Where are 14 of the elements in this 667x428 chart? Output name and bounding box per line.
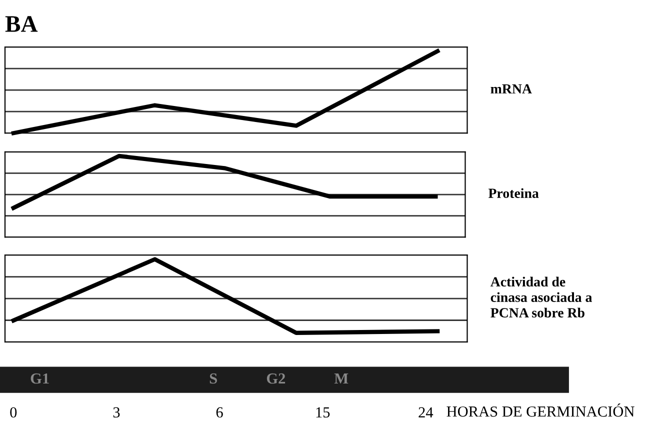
text: HORAS DE GERMINACIÓN (446, 403, 634, 417)
category-label: 0 (10, 407, 17, 418)
category-label: 6 (216, 407, 223, 418)
text: S (210, 373, 217, 384)
y-axis-title: Proteina (488, 188, 539, 198)
category-label: 24 (418, 407, 434, 418)
y-axis-title: Actividad de cinasa asociada a PCNA sobre Rb (490, 276, 592, 318)
category-label: 3 (113, 407, 120, 418)
chart-title: BA (5, 16, 38, 32)
text: G2 (266, 373, 286, 384)
category-label: 15 (316, 407, 330, 418)
text: G1 (30, 373, 49, 384)
y-axis-title: mRNA (490, 84, 532, 94)
text: M (334, 374, 348, 384)
